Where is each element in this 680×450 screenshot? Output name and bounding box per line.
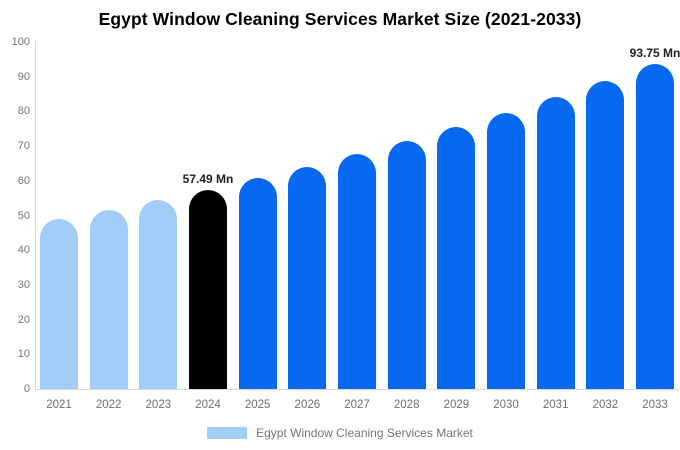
y-axis-tick-label: 0 xyxy=(23,383,30,395)
x-axis-tick-label: 2024 xyxy=(195,399,221,411)
bar-2023 xyxy=(139,199,178,389)
y-axis-tick-label: 90 xyxy=(17,70,30,83)
y-axis-tick-label: 10 xyxy=(17,348,30,361)
x-axis-tick-label: 2027 xyxy=(344,399,370,411)
x-axis-tick-label: 2033 xyxy=(642,399,668,411)
y-axis-tick-label: 60 xyxy=(17,174,30,187)
x-axis-tick-label: 2032 xyxy=(592,399,619,411)
y-axis-tick-label: 80 xyxy=(17,105,30,118)
x-axis-tick-label: 2026 xyxy=(294,399,321,411)
bar-2033 xyxy=(636,63,675,389)
y-axis-tick-label: 100 xyxy=(11,36,30,48)
y-axis-tick-label: 70 xyxy=(17,140,30,153)
y-axis-tick-label: 40 xyxy=(17,244,30,257)
x-axis-tick-label: 2031 xyxy=(542,399,569,411)
bar-2025 xyxy=(238,178,277,389)
x-axis-line xyxy=(35,389,680,390)
x-axis-tick-label: 2029 xyxy=(443,399,470,411)
y-axis-tick-label: 30 xyxy=(17,278,30,291)
x-axis-tick-label: 2022 xyxy=(95,399,122,411)
legend-swatch xyxy=(207,427,248,439)
bar-2026 xyxy=(288,166,327,389)
x-axis-tick-label: 2025 xyxy=(244,399,271,411)
bar-2028 xyxy=(387,141,426,389)
bar-value-label-2024: 57.49 Mn xyxy=(182,171,234,186)
bar-2021 xyxy=(40,219,78,389)
x-axis-tick-label: 2023 xyxy=(145,399,172,411)
bar-value-label-2033: 93.75 Mn xyxy=(629,45,680,60)
bar-2030 xyxy=(487,112,526,389)
bar-2022 xyxy=(89,209,128,389)
y-axis-line xyxy=(35,42,36,390)
legend-label: Egypt Window Cleaning Services Market xyxy=(256,426,473,440)
bar-2032 xyxy=(586,80,625,389)
x-axis-tick-label: 2030 xyxy=(493,399,519,411)
bar-2029 xyxy=(437,127,476,389)
x-axis-tick-label: 2028 xyxy=(393,399,420,411)
bar-2024 xyxy=(189,189,227,389)
legend: Egypt Window Cleaning Services Market xyxy=(0,426,680,440)
x-axis-tick-label: 2021 xyxy=(46,399,72,411)
chart-title: Egypt Window Cleaning Services Market Si… xyxy=(98,9,582,29)
bar-2031 xyxy=(536,97,575,389)
y-axis-tick-label: 50 xyxy=(17,209,30,222)
bar-2027 xyxy=(338,154,377,389)
y-axis-tick-label: 20 xyxy=(17,313,30,326)
